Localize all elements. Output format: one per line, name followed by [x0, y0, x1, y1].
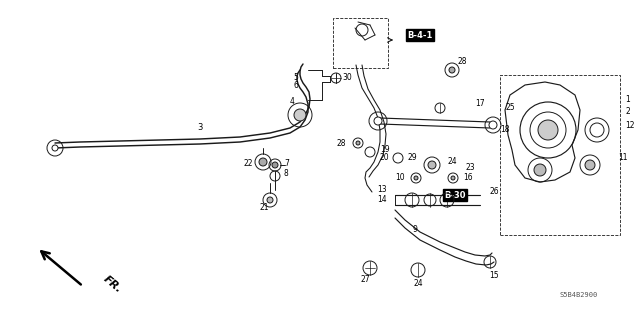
Text: 28: 28	[337, 138, 346, 147]
Text: 4: 4	[289, 98, 294, 107]
Bar	[500, 75, 620, 235]
Text: 14: 14	[378, 196, 387, 204]
Text: 3: 3	[197, 123, 203, 132]
Circle shape	[489, 121, 497, 129]
Circle shape	[451, 176, 455, 180]
Text: 28: 28	[457, 57, 467, 66]
Circle shape	[374, 117, 382, 125]
Circle shape	[585, 160, 595, 170]
Text: 22: 22	[243, 159, 253, 167]
Text: 21: 21	[259, 204, 269, 212]
Circle shape	[414, 176, 418, 180]
Text: 13: 13	[378, 186, 387, 195]
Text: 2: 2	[625, 108, 630, 116]
Circle shape	[449, 67, 455, 73]
Text: 9: 9	[413, 226, 417, 234]
Text: 25: 25	[505, 103, 515, 113]
Text: 27: 27	[360, 276, 370, 285]
Text: 18: 18	[500, 125, 509, 135]
Text: 29: 29	[408, 152, 418, 161]
Text: 6: 6	[293, 80, 298, 90]
Text: 1: 1	[625, 95, 630, 105]
Bar	[333, 18, 388, 68]
Circle shape	[356, 141, 360, 145]
Text: B-4-1: B-4-1	[407, 31, 433, 40]
Text: 24: 24	[447, 158, 456, 167]
Circle shape	[428, 161, 436, 169]
Circle shape	[52, 145, 58, 151]
Text: 19: 19	[380, 145, 390, 154]
Text: 10: 10	[396, 174, 405, 182]
Text: 24: 24	[413, 278, 423, 287]
Text: 16: 16	[463, 174, 472, 182]
Text: 12: 12	[625, 121, 634, 130]
Text: 5: 5	[293, 72, 298, 81]
Text: 7: 7	[284, 159, 289, 167]
Text: 30: 30	[342, 72, 352, 81]
Circle shape	[259, 158, 267, 166]
Text: 11: 11	[618, 153, 627, 162]
Text: B-30: B-30	[444, 190, 466, 199]
Text: 17: 17	[475, 99, 485, 108]
Text: S5B4B2900: S5B4B2900	[560, 292, 598, 298]
Text: 26: 26	[490, 188, 500, 197]
Circle shape	[538, 120, 558, 140]
Circle shape	[272, 162, 278, 168]
Text: 15: 15	[489, 271, 499, 279]
Text: 8: 8	[284, 168, 289, 177]
Text: 23: 23	[465, 164, 475, 173]
Text: FR.: FR.	[101, 274, 124, 295]
Circle shape	[534, 164, 546, 176]
Circle shape	[267, 197, 273, 203]
Text: 20: 20	[380, 153, 390, 162]
Circle shape	[294, 109, 306, 121]
